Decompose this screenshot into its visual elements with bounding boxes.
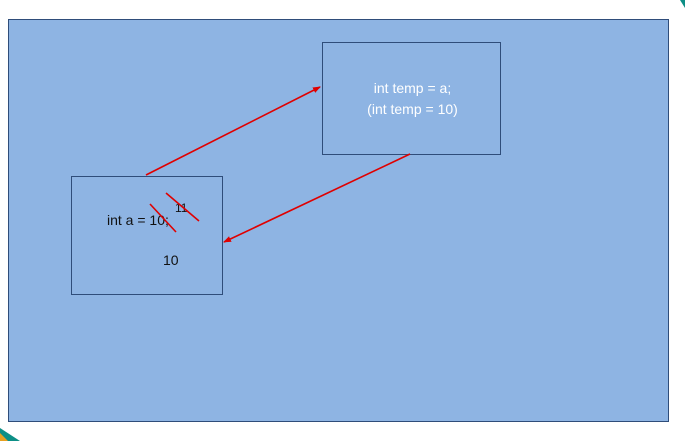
a-declaration-text: int a = 10; [107, 212, 169, 228]
a-new-value: 11 [175, 201, 188, 215]
temp-value-note: (int temp = 10) [367, 101, 458, 117]
variable-a-box: int a = 10; 11 10 [71, 176, 223, 295]
top-right-accent [680, 0, 685, 8]
a-restored-value: 10 [163, 252, 179, 268]
temp-variable-box: int temp = a; (int temp = 10) [322, 42, 501, 155]
temp-assignment-text: int temp = a; [373, 80, 452, 96]
bottom-left-accent-2 [0, 433, 8, 441]
bottom-left-accent [0, 428, 20, 441]
diagram-canvas: int temp = a; (int temp = 10) int a = 10… [8, 19, 669, 422]
